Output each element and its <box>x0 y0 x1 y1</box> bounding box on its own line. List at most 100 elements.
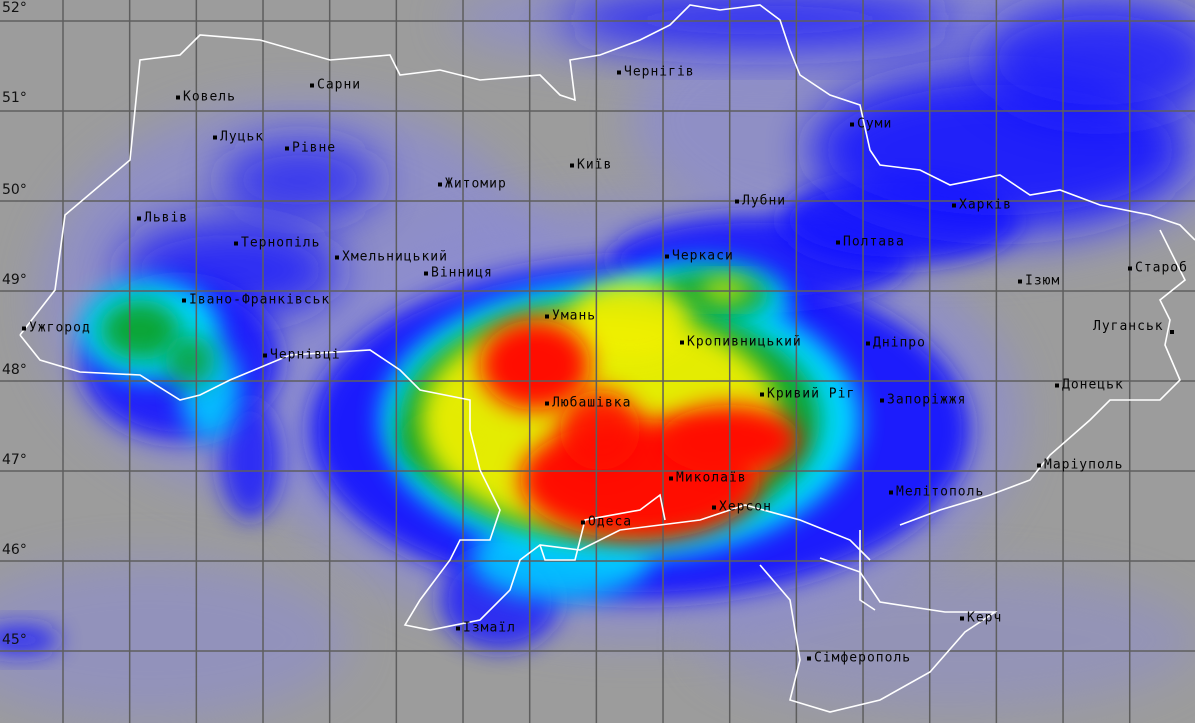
latitude-label: 51° <box>2 90 27 106</box>
city-label: Ізюм <box>1025 273 1061 289</box>
city-label: Донецьк <box>1062 377 1124 393</box>
city-marker: Кропивницький <box>680 335 802 350</box>
city-label: Хмельницький <box>342 249 448 265</box>
border-line <box>859 530 876 611</box>
latitude-label: 45° <box>2 632 27 648</box>
city-label: Львів <box>144 210 189 226</box>
city-label: Херсон <box>719 499 772 515</box>
city-dot-icon <box>22 326 26 330</box>
city-marker: Сімферополь <box>807 651 911 666</box>
city-label: Ізмаїл <box>463 620 516 636</box>
city-marker: Черкаси <box>665 249 734 264</box>
border-line <box>19 334 871 631</box>
city-marker: Любашівка <box>545 396 631 411</box>
city-dot-icon <box>234 241 238 245</box>
city-marker: Суми <box>850 117 892 132</box>
city-label: Сарни <box>317 77 362 93</box>
city-marker: Хмельницький <box>335 250 448 265</box>
city-marker: Херсон <box>712 500 772 515</box>
city-dot-icon <box>850 122 854 126</box>
precip-blob <box>220 140 380 220</box>
precip-blob <box>700 570 1195 710</box>
border-line <box>539 493 666 561</box>
city-label: Рівне <box>292 140 337 156</box>
city-marker: Сарни <box>310 78 361 93</box>
city-marker: Ужгород <box>22 321 91 336</box>
precip-blob <box>560 390 640 470</box>
city-marker: Львів <box>137 211 188 226</box>
city-label: Любашівка <box>552 395 632 411</box>
city-label: Ужгород <box>29 320 91 336</box>
latitude-label: 48° <box>2 362 27 378</box>
city-marker: Умань <box>545 309 596 324</box>
city-label: Київ <box>577 157 613 173</box>
city-dot-icon <box>137 216 141 220</box>
city-dot-icon <box>1037 463 1041 467</box>
city-label: Маріуполь <box>1044 457 1124 473</box>
city-marker: Миколаїв <box>669 471 747 486</box>
city-label: Умань <box>552 308 597 324</box>
latitude-label: 47° <box>2 452 27 468</box>
city-label: Мелітополь <box>896 484 985 500</box>
city-dot-icon <box>1055 383 1059 387</box>
city-dot-icon <box>807 656 811 660</box>
city-dot-icon <box>669 476 673 480</box>
city-label: Полтава <box>843 234 905 250</box>
city-label: Дніпро <box>873 335 926 351</box>
city-dot-icon <box>213 135 217 139</box>
city-dot-icon <box>456 626 460 630</box>
precip-blob <box>700 278 750 302</box>
city-marker: Ізмаїл <box>456 621 516 636</box>
city-marker: Київ <box>570 158 612 173</box>
latitude-label: 49° <box>2 272 27 288</box>
city-dot-icon <box>680 340 684 344</box>
country-borders <box>19 4 1195 713</box>
border-line <box>899 229 1187 526</box>
city-label: Черкаси <box>672 248 734 264</box>
city-dot-icon <box>438 182 442 186</box>
city-marker: Дніпро <box>866 336 926 351</box>
city-label: Лубни <box>742 193 787 209</box>
precip-blob <box>165 335 215 385</box>
city-marker: Одеса <box>581 515 632 530</box>
city-label: Чернівці <box>270 347 341 363</box>
latitude-label: 52° <box>2 0 27 16</box>
city-label: Староб <box>1135 260 1188 276</box>
city-dot-icon <box>335 255 339 259</box>
city-dot-icon <box>182 298 186 302</box>
city-marker: Маріуполь <box>1037 458 1123 473</box>
city-label: Миколаїв <box>676 470 747 486</box>
precip-blob <box>560 0 960 50</box>
city-label: Суми <box>857 116 893 132</box>
city-marker: Луганськ <box>1093 318 1177 334</box>
city-dot-icon <box>545 401 549 405</box>
city-dot-icon <box>1018 279 1022 283</box>
precip-blob <box>220 400 280 520</box>
city-dot-icon <box>176 95 180 99</box>
city-dot-icon <box>581 520 585 524</box>
city-label: Кривий Ріг <box>767 386 856 402</box>
city-label: Харків <box>959 197 1012 213</box>
city-dot-icon <box>735 199 739 203</box>
city-dot-icon <box>836 240 840 244</box>
city-dot-icon <box>866 341 870 345</box>
city-marker: Рівне <box>285 141 336 156</box>
city-marker: Чернігів <box>617 65 695 80</box>
city-marker: Староб <box>1128 261 1188 276</box>
precip-blob <box>980 0 1195 120</box>
latitude-label: 50° <box>2 182 27 198</box>
city-marker: Полтава <box>836 235 905 250</box>
city-marker: Мелітополь <box>889 485 984 500</box>
city-label: Ковель <box>183 89 236 105</box>
city-dot-icon <box>760 392 764 396</box>
city-label: Чернігів <box>624 64 695 80</box>
city-label: Луганськ <box>1093 318 1164 334</box>
city-label: Керч <box>967 610 1003 626</box>
city-dot-icon <box>545 314 549 318</box>
city-marker: Лубни <box>735 194 786 209</box>
city-dot-icon <box>285 146 289 150</box>
city-marker: Івано-Франківськ <box>182 293 330 308</box>
city-marker: Запоріжжя <box>880 393 966 408</box>
city-marker: Чернівці <box>263 348 341 363</box>
